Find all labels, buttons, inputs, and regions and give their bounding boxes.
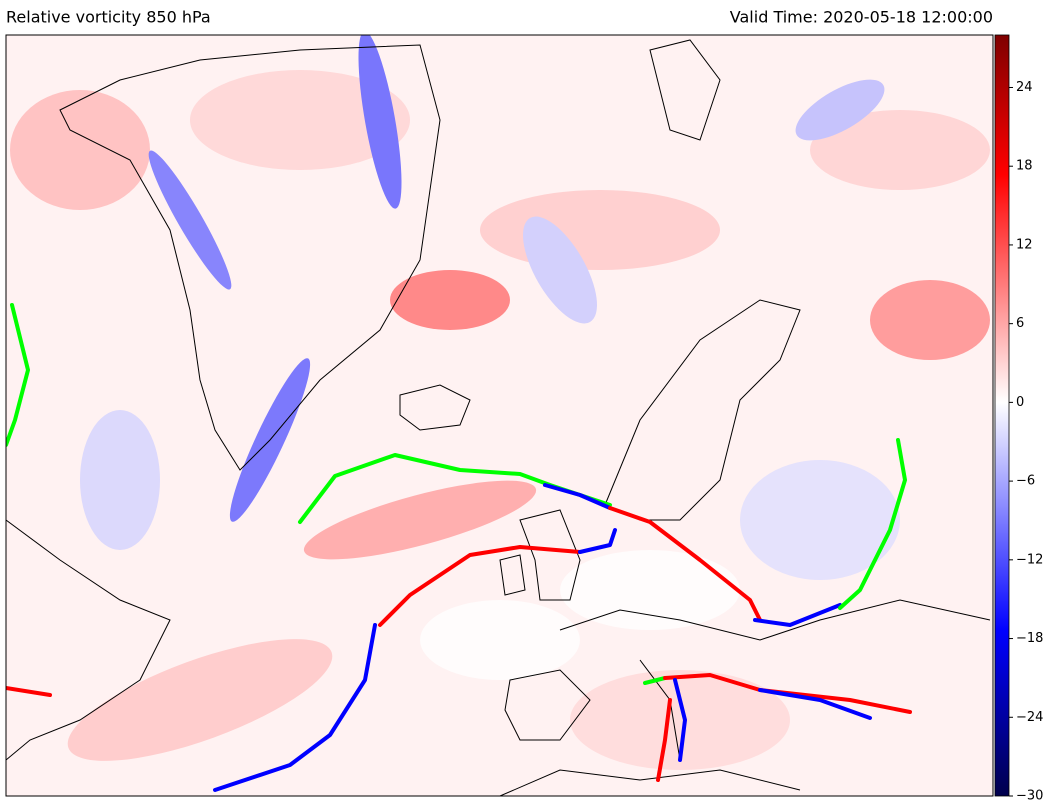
valid-time: Valid Time: 2020-05-18 12:00:00 [730, 8, 993, 27]
colorbar-tick-label: −24 [1016, 710, 1043, 725]
colorbar-tick-label: −18 [1016, 631, 1043, 646]
map-frame [5, 34, 994, 797]
map [6, 35, 993, 796]
colorbar-tick-label: 18 [1016, 159, 1033, 174]
fronts [6, 303, 912, 792]
map-title: Relative vorticity 850 hPa [6, 8, 211, 27]
vorticity-field [10, 35, 990, 770]
coastlines [6, 39, 991, 796]
colorbar-tick-label: −30 [1016, 789, 1043, 804]
colorbar-tick-label: 0 [1016, 395, 1024, 410]
colorbar-tick-label: 6 [1016, 316, 1024, 331]
colorbar-tick-label: −6 [1016, 474, 1035, 489]
colorbar-tick-label: 12 [1016, 237, 1033, 252]
colorbar [994, 34, 1010, 797]
colorbar-tick-label: 24 [1016, 80, 1033, 95]
colorbar-tick-label: −12 [1016, 552, 1043, 567]
